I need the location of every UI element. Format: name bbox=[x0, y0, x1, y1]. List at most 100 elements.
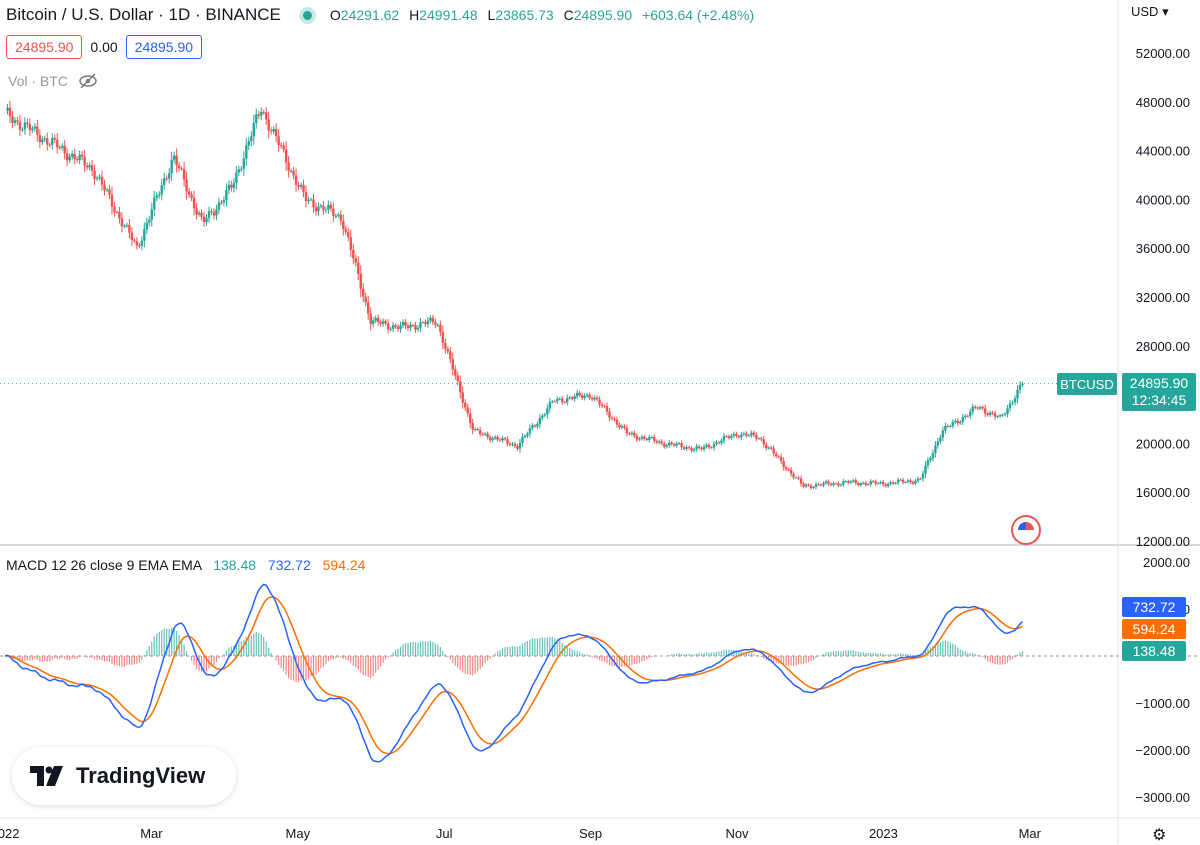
candle-body bbox=[737, 435, 741, 438]
candle-body bbox=[730, 435, 733, 439]
sell-button[interactable]: 24895.90 bbox=[6, 35, 83, 59]
candle-body bbox=[113, 206, 116, 213]
candle-body bbox=[123, 225, 126, 227]
macd-tick-label: −1000.00 bbox=[1135, 696, 1190, 711]
time-tick-label: 2022 bbox=[0, 826, 19, 841]
candle-body bbox=[401, 322, 405, 326]
candle-body bbox=[78, 154, 81, 161]
candle-body bbox=[610, 417, 614, 419]
eye-hidden-icon[interactable] bbox=[78, 73, 98, 89]
candle-body bbox=[787, 469, 790, 471]
macd-tick-label: 2000.00 bbox=[1143, 555, 1190, 570]
macd-legend[interactable]: MACD 12 26 close 9 EMA EMA 138.48 732.72… bbox=[6, 557, 365, 573]
chart-header: Bitcoin / U.S. Dollar · 1D · BINANCE O24… bbox=[6, 5, 760, 25]
close-label: C bbox=[563, 7, 574, 23]
candle-body bbox=[874, 481, 877, 484]
candle-body bbox=[486, 433, 489, 438]
candle-body bbox=[274, 128, 278, 137]
candle-body bbox=[461, 392, 464, 403]
low-label: L bbox=[487, 7, 496, 23]
candle-body bbox=[439, 324, 442, 332]
candle-body bbox=[648, 437, 651, 440]
macd-line-value: 732.72 bbox=[267, 557, 311, 573]
candle-body bbox=[406, 325, 410, 328]
candle-body bbox=[727, 436, 731, 439]
candle-body bbox=[483, 433, 487, 435]
candle-body bbox=[364, 296, 367, 303]
candle-body bbox=[389, 328, 392, 330]
tv-logo-icon bbox=[30, 766, 63, 786]
candle-body bbox=[590, 397, 594, 400]
settings-gear-icon[interactable]: ⚙ bbox=[1152, 827, 1167, 844]
volume-legend[interactable]: Vol · BTC bbox=[8, 73, 98, 89]
candle-body bbox=[553, 401, 556, 403]
candle-body bbox=[419, 322, 422, 328]
candle-body bbox=[110, 194, 114, 207]
candle-body bbox=[379, 322, 382, 324]
candle-body bbox=[255, 114, 258, 124]
candle-body bbox=[496, 436, 499, 440]
candle-body bbox=[1018, 384, 1022, 390]
buy-button[interactable]: 24895.90 bbox=[125, 35, 203, 59]
open-value: 24291.62 bbox=[340, 7, 400, 23]
candle-body bbox=[712, 443, 716, 448]
candle-body bbox=[93, 170, 96, 179]
candle-body bbox=[250, 136, 253, 142]
tradingview-logo[interactable]: TradingView bbox=[12, 747, 236, 805]
candle-body bbox=[371, 320, 375, 324]
candle-body bbox=[543, 414, 547, 416]
candle-body bbox=[814, 484, 818, 488]
candle-body bbox=[508, 443, 512, 445]
candle-body bbox=[834, 483, 838, 485]
candle-body bbox=[503, 438, 507, 440]
candle-body bbox=[924, 465, 927, 474]
candle-body bbox=[215, 209, 218, 216]
candle-body bbox=[279, 145, 283, 147]
candle-body bbox=[613, 418, 616, 420]
candle-body bbox=[282, 145, 285, 150]
candle-body bbox=[292, 170, 295, 176]
candle-body bbox=[511, 443, 514, 445]
candle-body bbox=[145, 222, 149, 230]
last-price-value: 24895.90 bbox=[1129, 375, 1189, 391]
candle-body bbox=[456, 375, 459, 382]
candle-body bbox=[73, 153, 76, 160]
histogram-tag: 138.48 bbox=[1122, 641, 1186, 661]
candle-body bbox=[31, 128, 34, 131]
candle-body bbox=[21, 129, 24, 131]
candle-body bbox=[891, 482, 895, 484]
candle-body bbox=[998, 415, 1002, 417]
time-tick-label: Nov bbox=[725, 826, 749, 841]
candle-body bbox=[804, 484, 808, 487]
symbol-title[interactable]: Bitcoin / U.S. Dollar · 1D · BINANCE bbox=[6, 5, 281, 24]
candle-body bbox=[48, 144, 51, 146]
candle-body bbox=[394, 325, 397, 327]
candle-body bbox=[837, 483, 840, 486]
candle-body bbox=[56, 139, 59, 148]
candle-body bbox=[682, 447, 686, 449]
candle-body bbox=[600, 404, 604, 406]
candle-body bbox=[28, 124, 32, 131]
candle-body bbox=[964, 415, 967, 418]
candle-body bbox=[1016, 389, 1019, 399]
candle-body bbox=[755, 434, 758, 439]
candle-body bbox=[867, 484, 870, 486]
candle-body bbox=[265, 112, 268, 120]
candle-body bbox=[974, 406, 977, 408]
candle-body bbox=[118, 212, 121, 219]
candle-body bbox=[931, 453, 935, 459]
candle-body bbox=[449, 351, 452, 359]
economic-event-flag-icon[interactable] bbox=[1011, 515, 1041, 545]
macd-histogram-group bbox=[6, 627, 1024, 683]
candle-body bbox=[563, 402, 566, 404]
candle-body bbox=[322, 205, 325, 211]
macd-line-tag: 732.72 bbox=[1122, 597, 1186, 617]
candle-body bbox=[929, 458, 932, 461]
currency-selector[interactable]: USD ▾ bbox=[1131, 4, 1169, 19]
candle-body bbox=[939, 437, 942, 442]
candle-body bbox=[832, 483, 835, 486]
candle-body bbox=[1001, 414, 1004, 416]
candle-body bbox=[349, 237, 352, 250]
candle-body bbox=[441, 331, 445, 343]
